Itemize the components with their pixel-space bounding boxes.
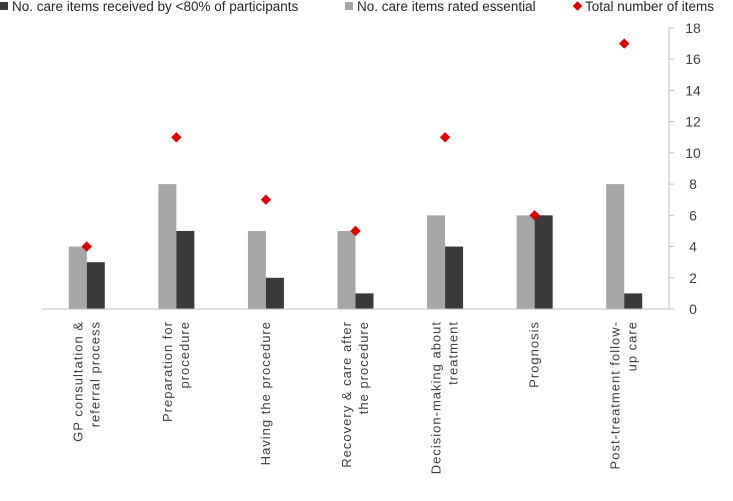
bar-essential-4 — [427, 215, 446, 309]
bar-essential-3 — [337, 230, 356, 309]
y-tick-label: 14 — [685, 82, 701, 98]
x-category-label-line: treatment — [446, 321, 461, 385]
x-category-label: Post-treatment follow-up care — [608, 321, 640, 469]
x-category-label-line: Decision-making about — [429, 321, 444, 474]
bar-received-1 — [176, 230, 195, 309]
x-category-label-line: referral process — [87, 321, 102, 427]
x-category-label-line: GP consultation & — [70, 321, 85, 442]
bar-received-5 — [534, 215, 553, 309]
legend-item-0: No. care items received by <80% of parti… — [0, 0, 299, 14]
x-category-label-line: procedure — [177, 321, 192, 389]
bar-received-4 — [445, 246, 464, 309]
bar-essential-6 — [606, 184, 625, 309]
plot-area — [42, 38, 669, 310]
marker-total-3 — [350, 225, 361, 237]
x-category-label-line: Preparation for — [160, 321, 175, 422]
legend-item-1: No. care items rated essential — [345, 0, 536, 14]
y-tick-label: 6 — [689, 207, 697, 223]
bar-received-6 — [624, 293, 643, 309]
y-tick-label: 18 — [685, 20, 701, 36]
bar-essential-2 — [247, 230, 266, 309]
y-axis: 0 2 4 6 8 10 12 14 16 18 — [668, 20, 701, 317]
y-tick-label: 0 — [689, 301, 697, 317]
y-tick-label: 12 — [685, 114, 701, 130]
y-tick-label: 8 — [689, 176, 697, 192]
y-tick-label: 16 — [685, 51, 701, 67]
y-tick-label: 2 — [689, 270, 697, 286]
x-category-label-line: up care — [625, 321, 640, 371]
bar-essential-5 — [516, 215, 535, 309]
marker-total-2 — [260, 194, 272, 205]
x-category-label: Having the procedure — [258, 321, 273, 465]
marker-total-6 — [619, 38, 630, 49]
bar-received-0 — [86, 262, 105, 309]
marker-total-1 — [171, 132, 182, 143]
x-category-label: Decision-making about treatment — [429, 321, 461, 474]
x-category-label: Recovery & care after the procedure — [339, 321, 371, 468]
bar-received-2 — [265, 277, 284, 309]
marker-total-5 — [529, 210, 540, 221]
x-category-label: Prognosis — [527, 321, 542, 388]
x-axis: GP consultation & referral process Prepara… — [70, 321, 639, 474]
x-category-label-line: the procedure — [356, 321, 371, 414]
marker-total-0 — [81, 241, 92, 252]
y-tick-label: 4 — [689, 239, 697, 255]
x-category-label-line: Post-treatment follow- — [608, 321, 623, 469]
x-category-label: GP consultation & referral process — [70, 321, 102, 442]
x-category-label-line: Having the procedure — [258, 321, 273, 465]
bar-essential-1 — [158, 184, 177, 309]
x-category-label: Preparation for procedure — [160, 321, 192, 422]
legend-swatch — [572, 1, 583, 11]
legend: No. care items received by <80% of parti… — [0, 0, 714, 14]
legend-swatch — [345, 2, 353, 10]
y-tick-label: 10 — [685, 145, 701, 161]
legend-label: No. care items received by <80% of parti… — [12, 0, 299, 14]
x-category-label-line: Prognosis — [527, 321, 542, 388]
legend-label: Total number of items — [585, 0, 714, 14]
bar-essential-0 — [68, 246, 87, 309]
marker-total-4 — [439, 132, 451, 143]
legend-item-2: Total number of items — [572, 0, 714, 14]
legend-swatch — [0, 2, 8, 10]
legend-label: No. care items rated essential — [357, 0, 536, 14]
x-category-label-line: Recovery & care after — [339, 321, 354, 468]
bar-received-3 — [355, 293, 374, 309]
